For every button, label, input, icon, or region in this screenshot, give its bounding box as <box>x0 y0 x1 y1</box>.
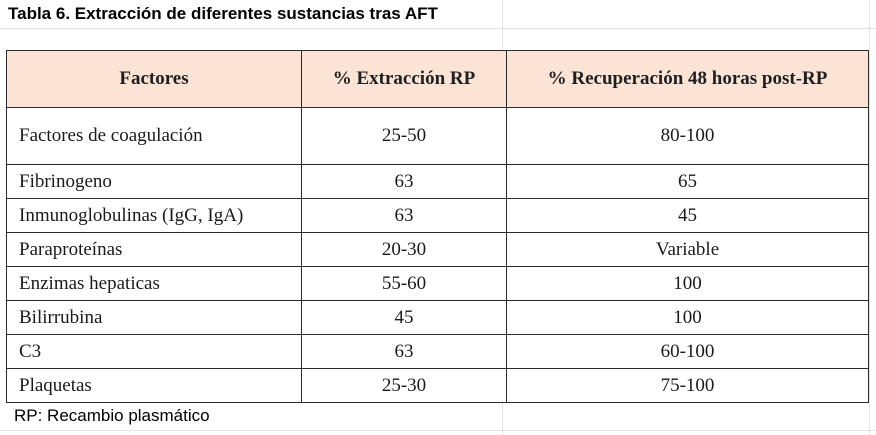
table-row: Plaquetas 25-30 75-100 <box>6 368 869 403</box>
recovery-cell: 100 <box>506 266 869 301</box>
factor-cell: Paraproteínas <box>6 232 302 267</box>
sheet-gridline <box>0 28 876 29</box>
table-row: Enzimas hepaticas 55-60 100 <box>6 266 869 301</box>
table-row: Fibrinogeno 63 65 <box>6 164 869 199</box>
recovery-cell: 45 <box>506 198 869 233</box>
recovery-cell: Variable <box>506 232 869 267</box>
table-header-row: Factores % Extracción RP % Recuperación … <box>6 50 869 108</box>
factor-cell: Factores de coagulación <box>6 107 302 165</box>
extraction-cell: 63 <box>301 334 507 369</box>
column-header-recuperacion: % Recuperación 48 horas post-RP <box>506 50 869 108</box>
table-row: C3 63 60-100 <box>6 334 869 369</box>
extraction-cell: 63 <box>301 198 507 233</box>
extraction-cell: 45 <box>301 300 507 335</box>
factor-cell: Bilirrubina <box>6 300 302 335</box>
table-caption: Tabla 6. Extracción de diferentes sustan… <box>8 4 438 23</box>
recovery-cell: 60-100 <box>506 334 869 369</box>
factor-cell: Inmunoglobulinas (IgG, IgA) <box>6 198 302 233</box>
factor-cell: Fibrinogeno <box>6 164 302 199</box>
extraction-table: Factores % Extracción RP % Recuperación … <box>6 50 869 403</box>
factor-cell: C3 <box>6 334 302 369</box>
recovery-cell: 65 <box>506 164 869 199</box>
extraction-cell: 63 <box>301 164 507 199</box>
factor-cell: Enzimas hepaticas <box>6 266 302 301</box>
factor-cell: Plaquetas <box>6 368 302 403</box>
column-header-factores: Factores <box>6 50 302 108</box>
table-row: Factores de coagulación 25-50 80-100 <box>6 107 869 165</box>
sheet-gridline <box>869 0 870 435</box>
extraction-cell: 25-50 <box>301 107 507 165</box>
recovery-cell: 80-100 <box>506 107 869 165</box>
table-row: Bilirrubina 45 100 <box>6 300 869 335</box>
extraction-cell: 55-60 <box>301 266 507 301</box>
table-row: Inmunoglobulinas (IgG, IgA) 63 45 <box>6 198 869 233</box>
recovery-cell: 75-100 <box>506 368 869 403</box>
extraction-cell: 20-30 <box>301 232 507 267</box>
table-row: Paraproteínas 20-30 Variable <box>6 232 869 267</box>
table-footnote: RP: Recambio plasmático <box>14 406 210 425</box>
extraction-cell: 25-30 <box>301 368 507 403</box>
column-header-extraccion: % Extracción RP <box>301 50 507 108</box>
recovery-cell: 100 <box>506 300 869 335</box>
sheet-gridline <box>0 430 876 431</box>
